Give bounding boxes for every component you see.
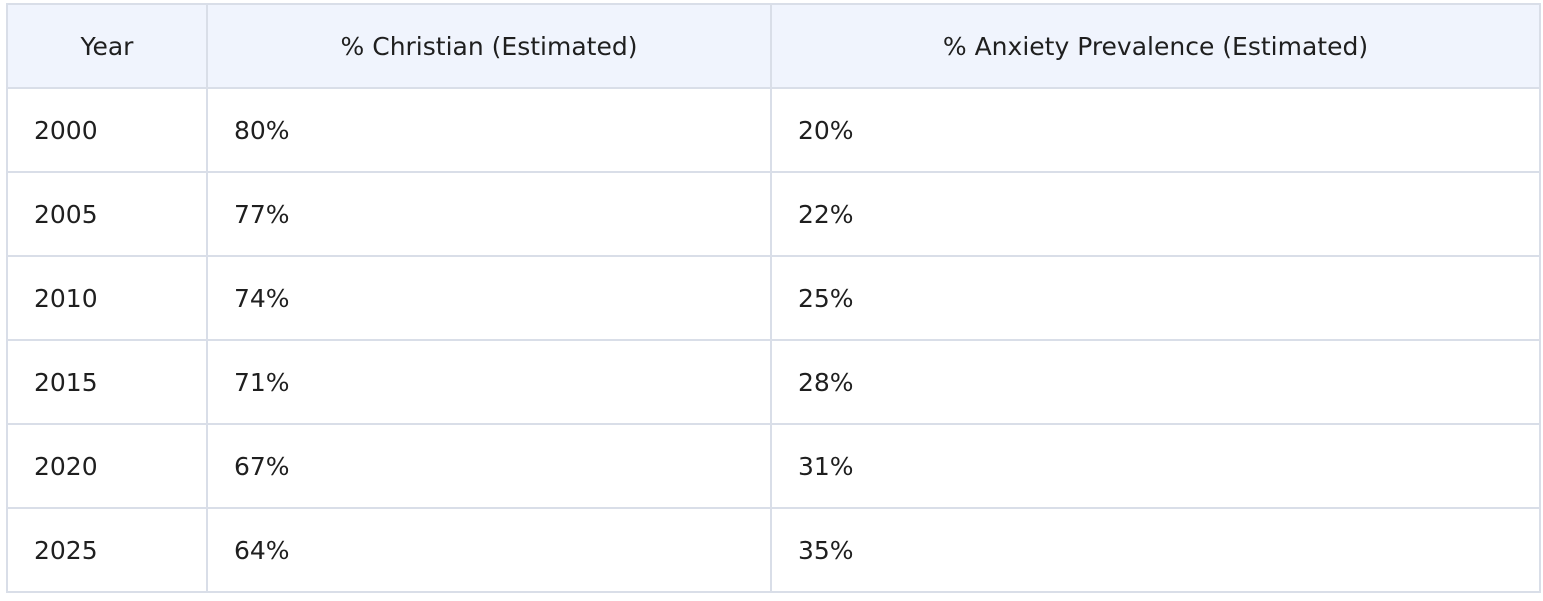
table-cell: 22% xyxy=(770,171,1541,257)
header-cell: Year xyxy=(6,3,208,89)
table-cell: 2000 xyxy=(6,87,208,173)
table-cell: 20% xyxy=(770,87,1541,173)
table-cell: 25% xyxy=(770,255,1541,341)
table-cell: 35% xyxy=(770,507,1541,593)
table-row: 2005 77% 22% xyxy=(6,171,1541,257)
data-table: Year% Christian (Estimated)% Anxiety Pre… xyxy=(6,3,1541,593)
table-cell: 67% xyxy=(206,423,772,509)
table-cell: 2015 xyxy=(6,339,208,425)
table-row: 2020 67% 31% xyxy=(6,423,1541,509)
header-cell: % Anxiety Prevalence (Estimated) xyxy=(770,3,1541,89)
table-row: 2000 80% 20% xyxy=(6,87,1541,173)
table-cell: 2025 xyxy=(6,507,208,593)
table-row: 2010 74% 25% xyxy=(6,255,1541,341)
header-row: Year% Christian (Estimated)% Anxiety Pre… xyxy=(6,3,1541,89)
table-body: 2000 80% 20% 2005 77% 22% 2010 74% 25% 2015 71% 28%… xyxy=(6,87,1541,593)
table-cell: 2005 xyxy=(6,171,208,257)
table-cell: 28% xyxy=(770,339,1541,425)
header-cell: % Christian (Estimated) xyxy=(206,3,772,89)
table-cell: 71% xyxy=(206,339,772,425)
table-row: 2025 64% 35% xyxy=(6,507,1541,593)
table-cell: 77% xyxy=(206,171,772,257)
table-cell: 74% xyxy=(206,255,772,341)
table-cell: 64% xyxy=(206,507,772,593)
table-cell: 80% xyxy=(206,87,772,173)
table-cell: 2010 xyxy=(6,255,208,341)
table-cell: 31% xyxy=(770,423,1541,509)
table-cell: 2020 xyxy=(6,423,208,509)
table-row: 2015 71% 28% xyxy=(6,339,1541,425)
